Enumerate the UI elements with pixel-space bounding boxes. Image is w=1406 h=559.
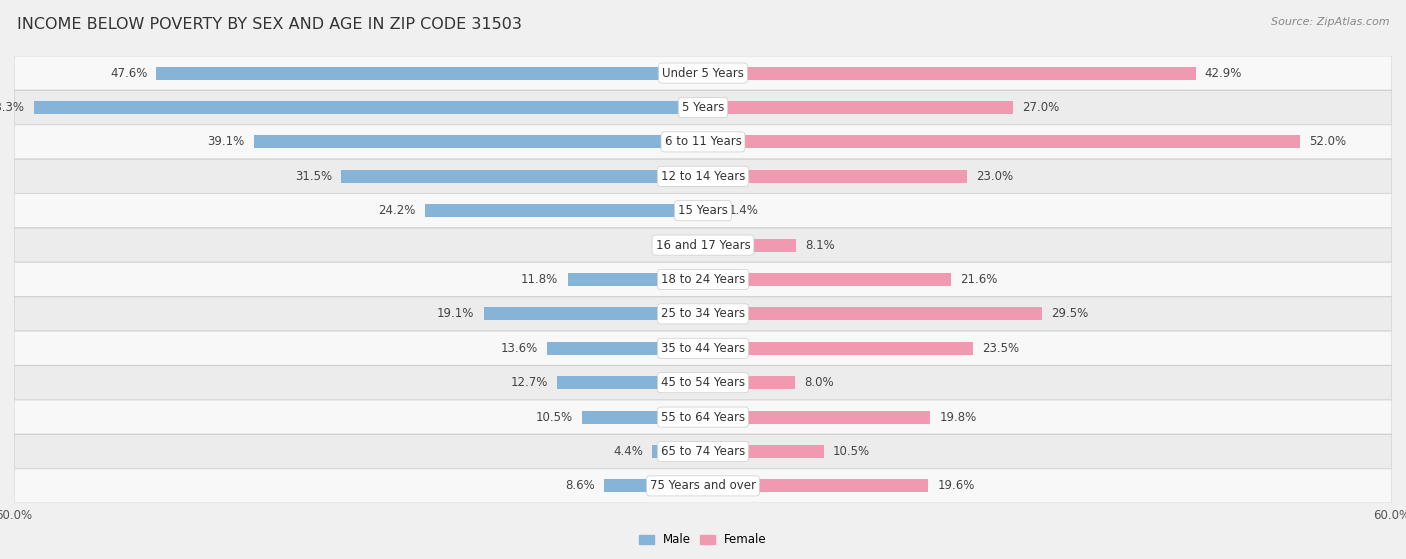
Legend: Male, Female: Male, Female [634, 528, 772, 551]
Bar [156, 67, 703, 79]
Text: 24.2%: 24.2% [378, 204, 416, 217]
Bar [703, 410, 931, 424]
Bar [652, 445, 703, 458]
FancyBboxPatch shape [14, 56, 1392, 91]
Text: 19.8%: 19.8% [939, 411, 977, 424]
Text: 5 Years: 5 Years [682, 101, 724, 114]
Text: 75 Years and over: 75 Years and over [650, 480, 756, 492]
Text: 8.6%: 8.6% [565, 480, 595, 492]
FancyBboxPatch shape [14, 331, 1392, 366]
FancyBboxPatch shape [14, 297, 1392, 331]
Text: 8.1%: 8.1% [806, 239, 835, 252]
FancyBboxPatch shape [14, 262, 1392, 297]
Text: 1.4%: 1.4% [728, 204, 758, 217]
FancyBboxPatch shape [14, 193, 1392, 228]
Text: 23.5%: 23.5% [981, 342, 1019, 355]
Bar [703, 376, 794, 389]
FancyBboxPatch shape [14, 125, 1392, 159]
Text: 65 to 74 Years: 65 to 74 Years [661, 445, 745, 458]
Text: 25 to 34 Years: 25 to 34 Years [661, 307, 745, 320]
FancyBboxPatch shape [14, 434, 1392, 468]
Text: 8.0%: 8.0% [804, 376, 834, 389]
Text: 15 Years: 15 Years [678, 204, 728, 217]
Text: 21.6%: 21.6% [960, 273, 998, 286]
Bar [703, 67, 1195, 79]
Bar [568, 273, 703, 286]
Bar [605, 480, 703, 492]
Bar [703, 101, 1012, 114]
Text: 10.5%: 10.5% [536, 411, 574, 424]
Text: 19.1%: 19.1% [437, 307, 474, 320]
Text: 27.0%: 27.0% [1022, 101, 1060, 114]
Text: 4.4%: 4.4% [613, 445, 644, 458]
Text: Under 5 Years: Under 5 Years [662, 67, 744, 79]
FancyBboxPatch shape [14, 468, 1392, 503]
Bar [703, 273, 950, 286]
Text: 10.5%: 10.5% [832, 445, 870, 458]
Text: 42.9%: 42.9% [1205, 67, 1241, 79]
FancyBboxPatch shape [14, 366, 1392, 400]
FancyBboxPatch shape [14, 400, 1392, 434]
Text: 13.6%: 13.6% [501, 342, 537, 355]
Bar [703, 239, 796, 252]
Text: 11.8%: 11.8% [522, 273, 558, 286]
Text: INCOME BELOW POVERTY BY SEX AND AGE IN ZIP CODE 31503: INCOME BELOW POVERTY BY SEX AND AGE IN Z… [17, 17, 522, 32]
Text: 29.5%: 29.5% [1050, 307, 1088, 320]
Bar [342, 170, 703, 183]
Text: 0.0%: 0.0% [664, 239, 693, 252]
Bar [34, 101, 703, 114]
Text: 19.6%: 19.6% [938, 480, 974, 492]
Bar [703, 204, 718, 217]
Text: 16 and 17 Years: 16 and 17 Years [655, 239, 751, 252]
Bar [582, 410, 703, 424]
Text: 35 to 44 Years: 35 to 44 Years [661, 342, 745, 355]
FancyBboxPatch shape [14, 91, 1392, 125]
Text: 52.0%: 52.0% [1309, 135, 1347, 148]
Bar [703, 170, 967, 183]
Text: 23.0%: 23.0% [976, 170, 1014, 183]
Text: Source: ZipAtlas.com: Source: ZipAtlas.com [1271, 17, 1389, 27]
Text: 47.6%: 47.6% [110, 67, 148, 79]
Bar [425, 204, 703, 217]
Bar [703, 342, 973, 355]
Bar [703, 445, 824, 458]
Text: 55 to 64 Years: 55 to 64 Years [661, 411, 745, 424]
Bar [484, 307, 703, 320]
Text: 18 to 24 Years: 18 to 24 Years [661, 273, 745, 286]
FancyBboxPatch shape [14, 228, 1392, 262]
Text: 58.3%: 58.3% [0, 101, 24, 114]
Bar [703, 135, 1301, 149]
FancyBboxPatch shape [14, 159, 1392, 193]
Text: 31.5%: 31.5% [295, 170, 332, 183]
Text: 45 to 54 Years: 45 to 54 Years [661, 376, 745, 389]
Bar [557, 376, 703, 389]
Text: 39.1%: 39.1% [208, 135, 245, 148]
Text: 12.7%: 12.7% [510, 376, 548, 389]
Text: 6 to 11 Years: 6 to 11 Years [665, 135, 741, 148]
Bar [254, 135, 703, 149]
Bar [703, 307, 1042, 320]
Text: 12 to 14 Years: 12 to 14 Years [661, 170, 745, 183]
Bar [547, 342, 703, 355]
Bar [703, 480, 928, 492]
